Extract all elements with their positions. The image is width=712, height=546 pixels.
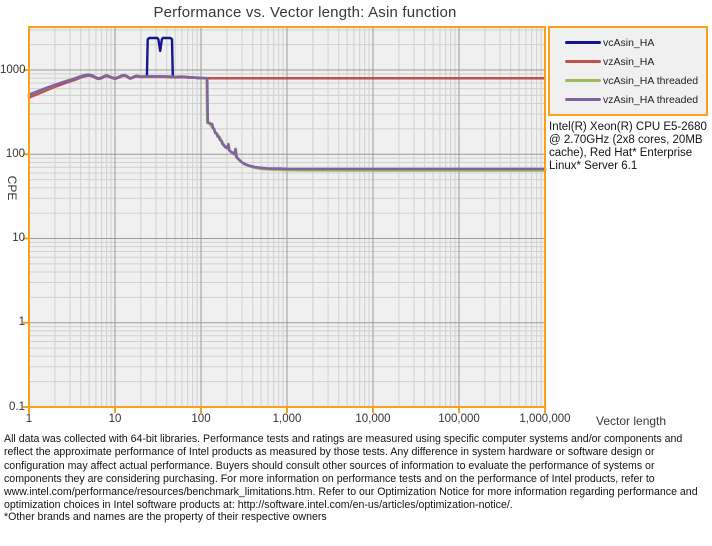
y-tick-label: 100 bbox=[5, 147, 25, 160]
series-line-vzAsin_HA-threaded bbox=[27, 73, 547, 171]
x-tick-label: 1,000 bbox=[272, 413, 302, 425]
legend-line-swatch bbox=[565, 97, 601, 102]
legend: vcAsin_HA vzAsin_HA vcAsin_HA threaded vzAs… bbox=[548, 26, 708, 116]
y-tick-label: 1000 bbox=[0, 63, 26, 76]
legend-item-1: vcAsin_HA bbox=[565, 37, 704, 49]
legend-line-swatch bbox=[565, 59, 601, 64]
legend-item-4: vzAsin_HA threaded bbox=[565, 94, 704, 106]
y-tick-label: 10 bbox=[12, 232, 25, 244]
trademark-note: *Other brands and names are the property… bbox=[4, 511, 327, 523]
chart-title: Performance vs. Vector length: Asin func… bbox=[153, 4, 457, 21]
x-tick-label: 10 bbox=[108, 413, 122, 425]
x-tick-label: 100,000 bbox=[438, 413, 480, 425]
y-tick-label: 1 bbox=[18, 316, 25, 329]
x-tick-label: 10,000 bbox=[355, 413, 391, 425]
legend-item-2: vzAsin_HA bbox=[565, 56, 704, 68]
legend-line-swatch bbox=[565, 78, 601, 83]
plot-border bbox=[28, 26, 546, 408]
x-tick-label: 1 bbox=[25, 413, 33, 425]
legend-item-3: vcAsin_HA threaded bbox=[565, 75, 704, 87]
y-tick-label: 0.1 bbox=[9, 400, 25, 413]
disclaimer-text: All data was collected with 64-bit libra… bbox=[4, 433, 698, 512]
x-tick-label: 1,000,000 bbox=[519, 413, 571, 425]
legend-label: vzAsin_HA threaded bbox=[603, 93, 699, 106]
legend-line-swatch bbox=[565, 40, 601, 45]
legend-label: vcAsin_HA threaded bbox=[603, 74, 699, 87]
legend-label: vcAsin_HA bbox=[603, 36, 655, 49]
x-tick-label: 100 bbox=[191, 413, 211, 425]
system-info-text: Intel(R) Xeon(R) CPU E5-2680 @ 2.70GHz (… bbox=[549, 121, 707, 172]
x-axis-title: Vector length bbox=[596, 414, 667, 428]
legend-label: vzAsin_HA bbox=[603, 55, 655, 68]
y-axis-title: CPE bbox=[5, 175, 19, 201]
